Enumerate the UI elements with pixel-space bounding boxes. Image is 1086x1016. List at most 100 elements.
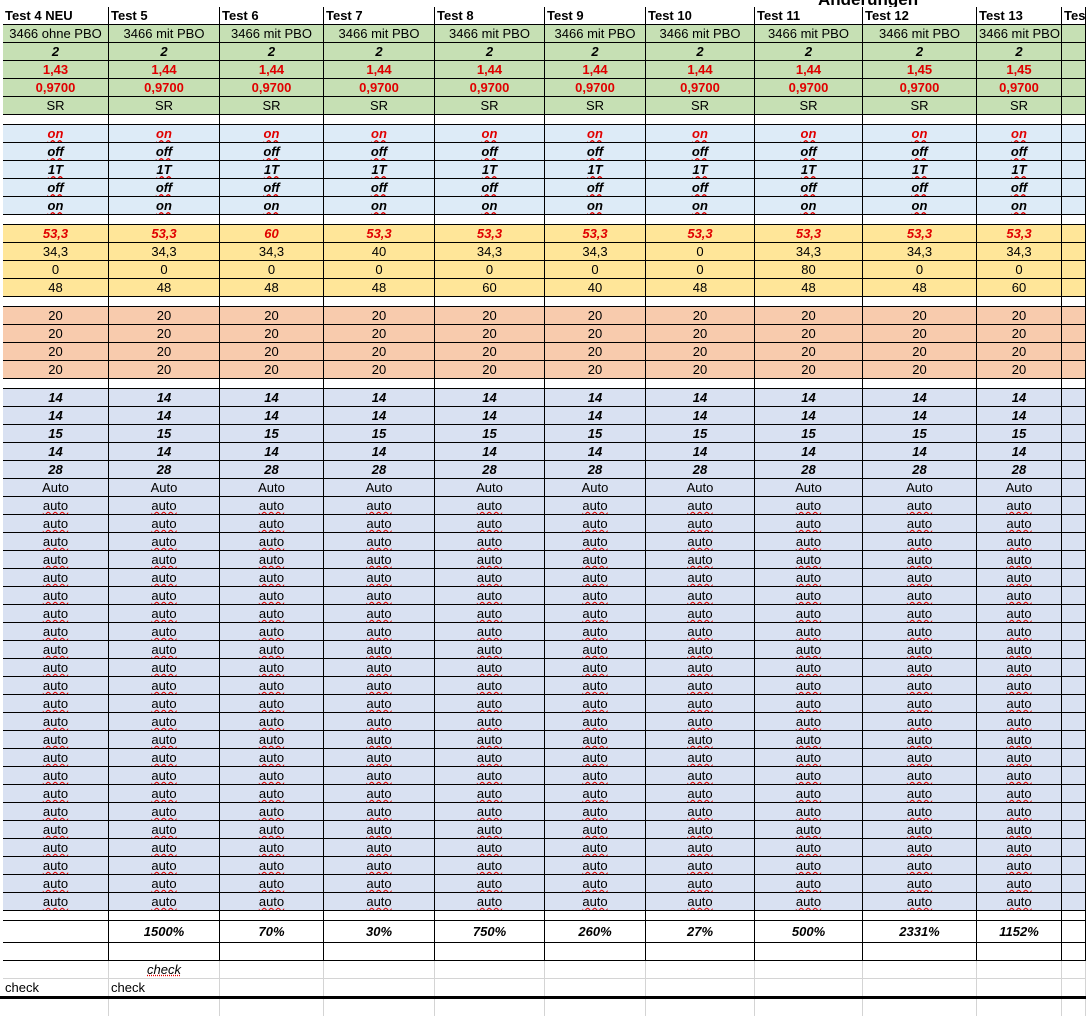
- cell: 20: [220, 343, 324, 361]
- cell: 3466 mit PBO: [109, 25, 220, 43]
- cell: auto: [3, 497, 109, 515]
- spacer-cell: [977, 297, 1062, 307]
- spacer-cell: [1062, 115, 1086, 125]
- column-header: Test 9: [545, 7, 646, 25]
- check-cell: [435, 979, 545, 997]
- cell: auto: [977, 839, 1062, 857]
- cell: 20: [646, 325, 755, 343]
- cell: auto: [109, 803, 220, 821]
- cell: auto: [863, 713, 977, 731]
- cell: [1062, 695, 1086, 713]
- cell: auto: [755, 641, 863, 659]
- cell: auto: [545, 515, 646, 533]
- cell: 15: [755, 425, 863, 443]
- cell: Auto: [220, 479, 324, 497]
- cell: auto: [545, 695, 646, 713]
- spacer-cell: [1062, 379, 1086, 389]
- cell: off: [220, 179, 324, 197]
- cell: auto: [545, 767, 646, 785]
- cell: 14: [755, 443, 863, 461]
- check-cell: [977, 961, 1062, 979]
- cell: auto: [755, 731, 863, 749]
- cell: auto: [977, 515, 1062, 533]
- cell: auto: [3, 677, 109, 695]
- cell: 20: [3, 325, 109, 343]
- cell: 20: [545, 325, 646, 343]
- cell: auto: [324, 533, 435, 551]
- cell: 0,9700: [863, 79, 977, 97]
- cell: 53,3: [435, 225, 545, 243]
- cell: [1062, 731, 1086, 749]
- cell: auto: [109, 713, 220, 731]
- spacer-cell: [3, 911, 109, 921]
- spacer-cell: [755, 215, 863, 225]
- spacer-cell: [220, 215, 324, 225]
- cell: auto: [977, 569, 1062, 587]
- spacer-cell: [324, 297, 435, 307]
- result-cell: [3, 921, 109, 943]
- cell: 14: [863, 407, 977, 425]
- blank-cell: [977, 999, 1062, 1016]
- cell: auto: [977, 893, 1062, 911]
- cell: 60: [435, 279, 545, 297]
- cell: [1062, 587, 1086, 605]
- cell: [1062, 61, 1086, 79]
- cell: 14: [545, 443, 646, 461]
- section-note: Änderungen: [818, 0, 918, 10]
- blank-cell: [220, 999, 324, 1016]
- cell: auto: [3, 623, 109, 641]
- spacer-cell: [545, 297, 646, 307]
- cell: off: [3, 143, 109, 161]
- cell: auto: [324, 893, 435, 911]
- spacer-cell: [755, 297, 863, 307]
- cell: auto: [863, 785, 977, 803]
- cell: Auto: [545, 479, 646, 497]
- cell: [1062, 425, 1086, 443]
- cell: 14: [977, 389, 1062, 407]
- cell: [1062, 407, 1086, 425]
- cell: auto: [545, 839, 646, 857]
- cell: auto: [220, 749, 324, 767]
- cell: auto: [545, 641, 646, 659]
- cell: 15: [324, 425, 435, 443]
- cell: auto: [324, 497, 435, 515]
- column-header: Test 5: [109, 7, 220, 25]
- cell: auto: [324, 515, 435, 533]
- cell: 20: [755, 361, 863, 379]
- cell: 1T: [646, 161, 755, 179]
- cell: auto: [220, 839, 324, 857]
- cell: 20: [755, 307, 863, 325]
- cell: SR: [3, 97, 109, 115]
- cell: [1062, 307, 1086, 325]
- cell: 14: [545, 407, 646, 425]
- cell: auto: [646, 893, 755, 911]
- cell: auto: [435, 587, 545, 605]
- cell: auto: [755, 497, 863, 515]
- column-header: Test 12: [863, 7, 977, 25]
- cell: off: [109, 143, 220, 161]
- cell: auto: [545, 713, 646, 731]
- cell: 53,3: [109, 225, 220, 243]
- cell: auto: [646, 857, 755, 875]
- cell: auto: [3, 713, 109, 731]
- cell: 20: [863, 361, 977, 379]
- cell: 3466 mit PBO: [977, 25, 1062, 43]
- spacer-cell: [545, 379, 646, 389]
- cell: auto: [324, 623, 435, 641]
- blank-cell: [3, 999, 109, 1016]
- cell: auto: [755, 767, 863, 785]
- cell: 14: [324, 389, 435, 407]
- cell: 2: [646, 43, 755, 61]
- cell: off: [646, 179, 755, 197]
- spacer-cell: [646, 297, 755, 307]
- check-cell: [1062, 979, 1086, 997]
- cell: [1062, 875, 1086, 893]
- cell: 34,3: [220, 243, 324, 261]
- cell: off: [545, 143, 646, 161]
- cell: 14: [220, 389, 324, 407]
- cell: 20: [863, 325, 977, 343]
- cell: auto: [220, 587, 324, 605]
- cell: 3466 mit PBO: [863, 25, 977, 43]
- cell: [1062, 677, 1086, 695]
- cell: auto: [435, 749, 545, 767]
